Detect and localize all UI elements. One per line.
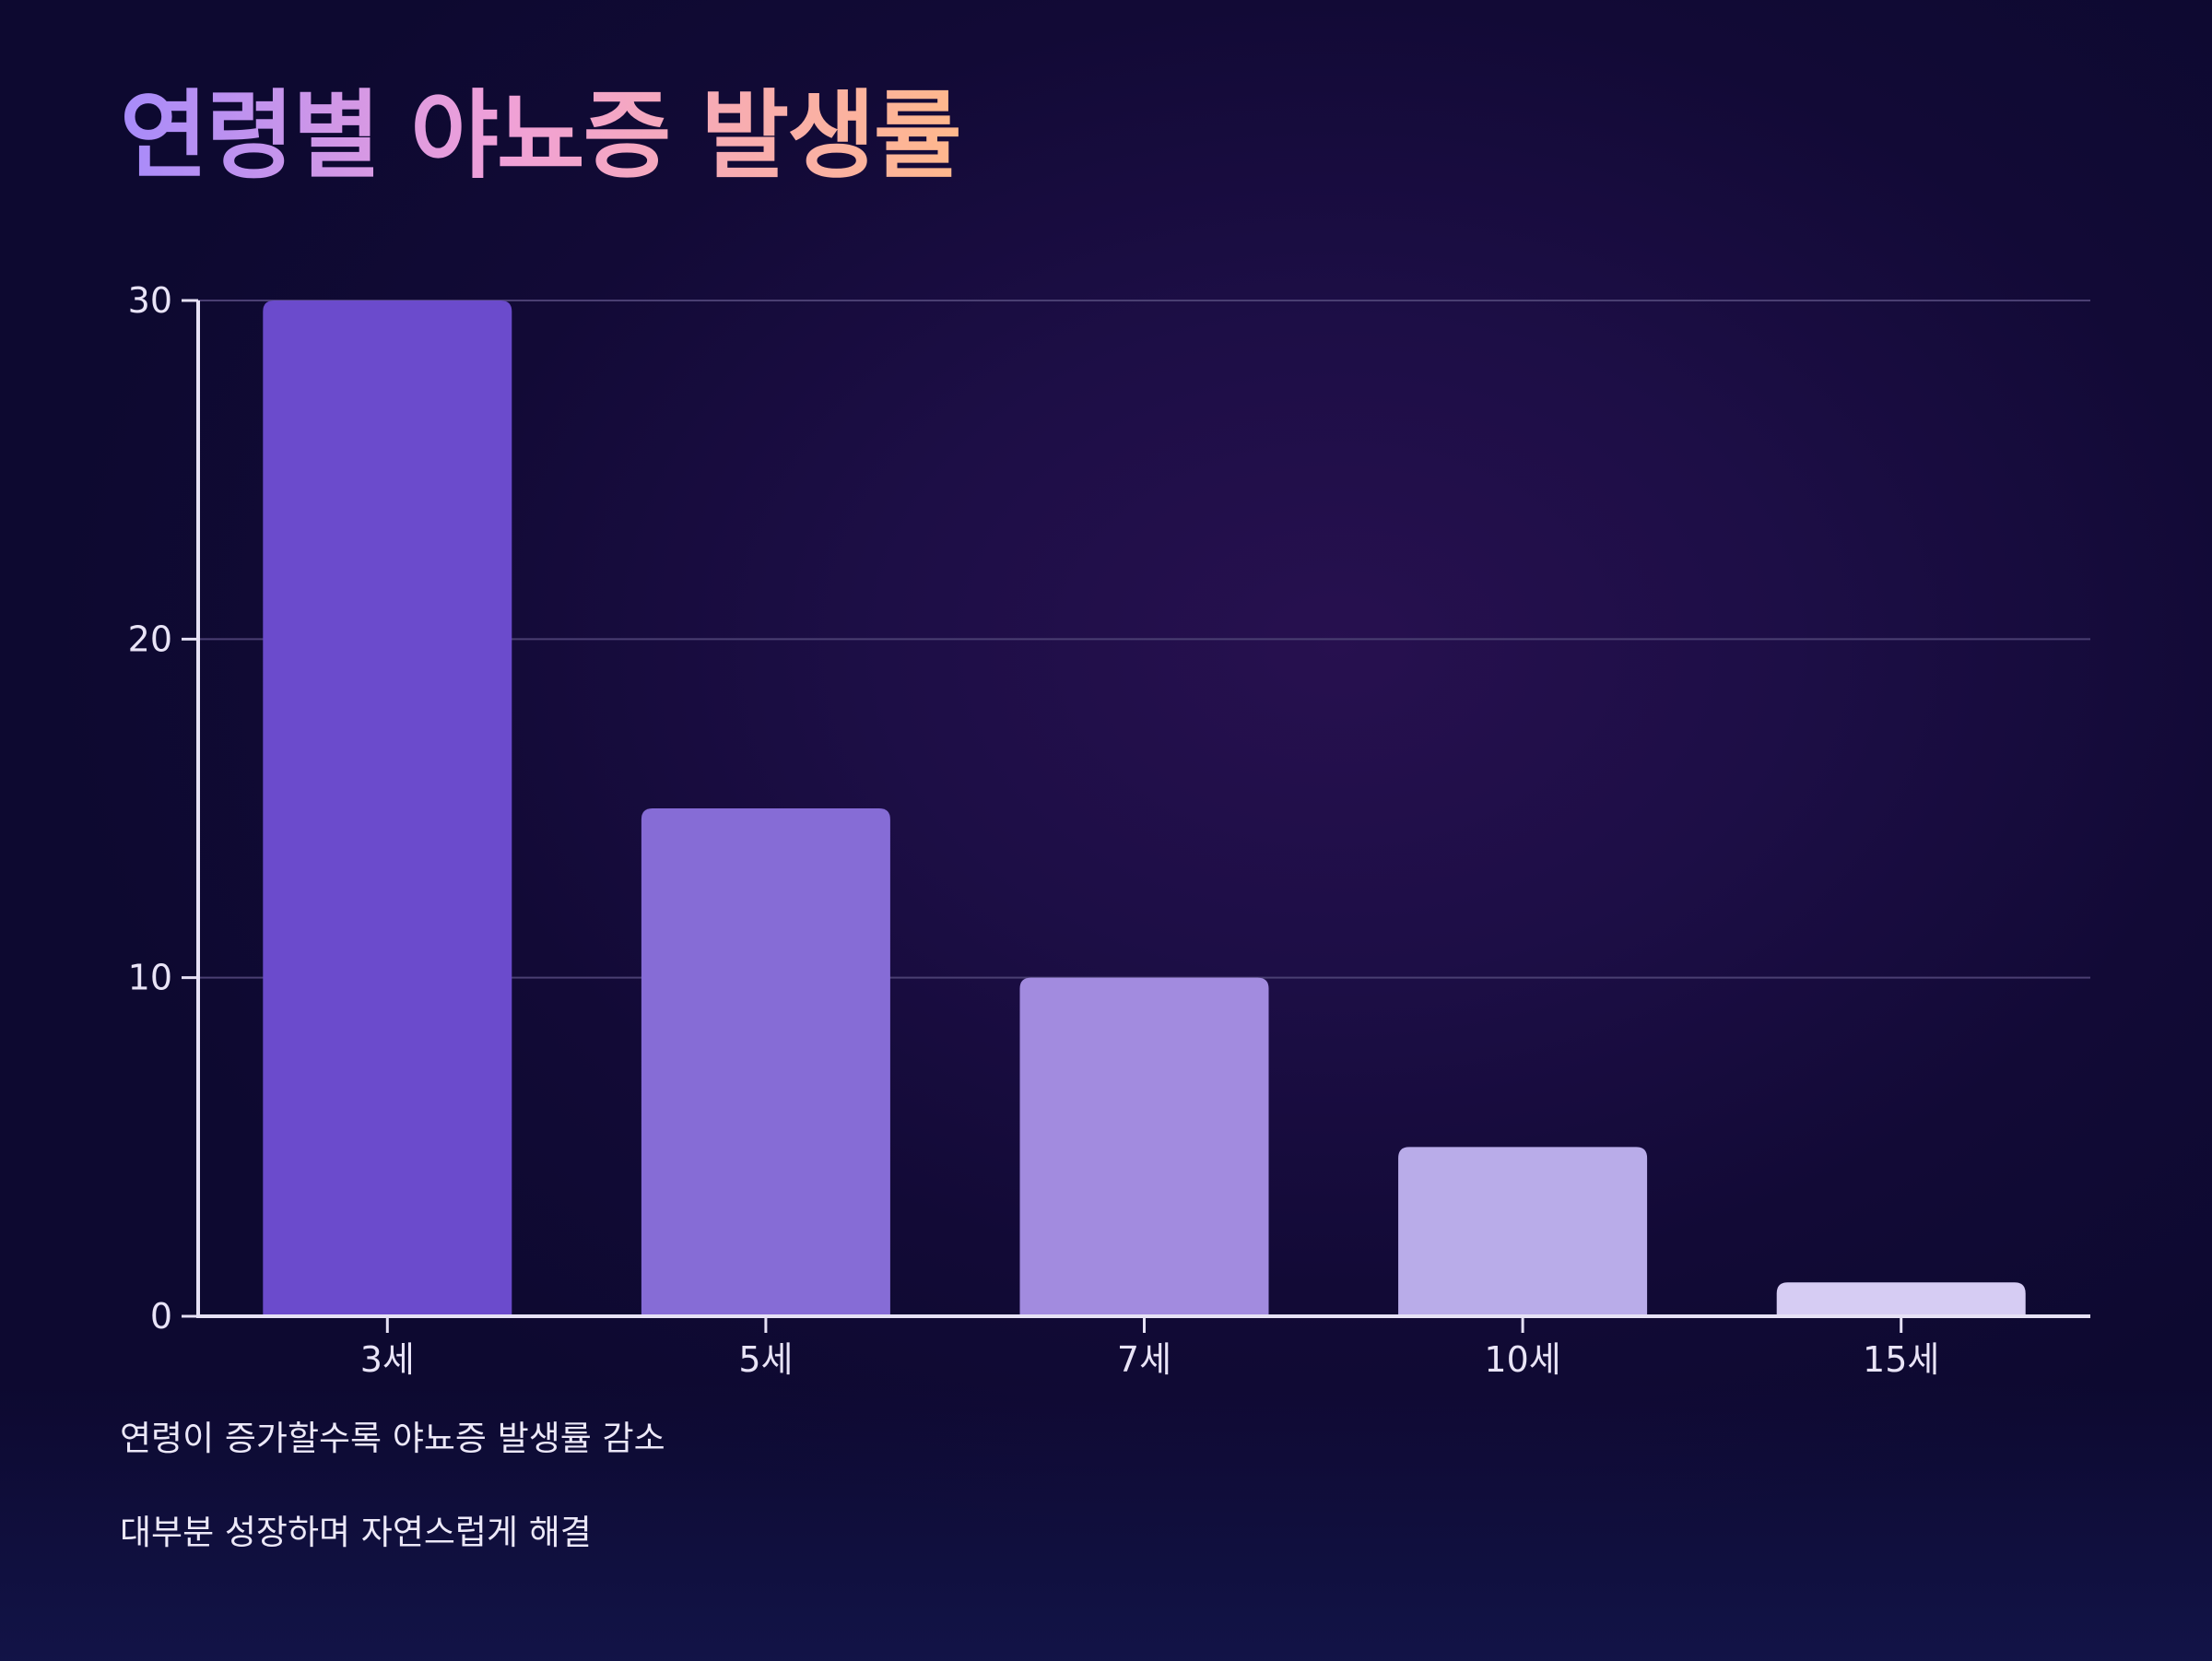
bar — [1776, 1282, 2026, 1316]
y-tick-label: 0 — [150, 1296, 172, 1337]
x-tick-label: 10세 — [1484, 1339, 1560, 1380]
x-axis-ticks: 3세 5세 7세 10세 15세 — [360, 1316, 1939, 1380]
bar — [641, 808, 890, 1316]
x-tick-label: 5세 — [738, 1339, 793, 1380]
y-tick-label: 10 — [128, 958, 172, 998]
note-item: 연령이 증가할수록 야뇨증 발생률 감소 — [120, 1419, 665, 1458]
bar — [1398, 1147, 1648, 1316]
page-title: 연령별 야뇨증 발생률 — [120, 79, 962, 192]
note-item: 대부분 성장하며 자연스럽게 해결 — [120, 1513, 592, 1552]
notes-list: 연령이 증가할수록 야뇨증 발생률 감소 대부분 성장하며 자연스럽게 해결 — [120, 1415, 665, 1603]
bar — [263, 300, 512, 1316]
bar — [1019, 977, 1269, 1316]
bar-chart: 0 10 20 30 3세 5세 7세 10세 15세 — [128, 280, 2090, 1380]
x-tick-label: 7세 — [1117, 1339, 1171, 1380]
y-axis-ticks: 0 10 20 30 — [128, 280, 198, 1337]
bars — [263, 300, 2026, 1316]
x-tick-label: 3세 — [360, 1339, 415, 1380]
y-tick-label: 20 — [128, 618, 172, 659]
x-tick-label: 15세 — [1863, 1339, 1939, 1380]
y-tick-label: 30 — [128, 280, 172, 321]
